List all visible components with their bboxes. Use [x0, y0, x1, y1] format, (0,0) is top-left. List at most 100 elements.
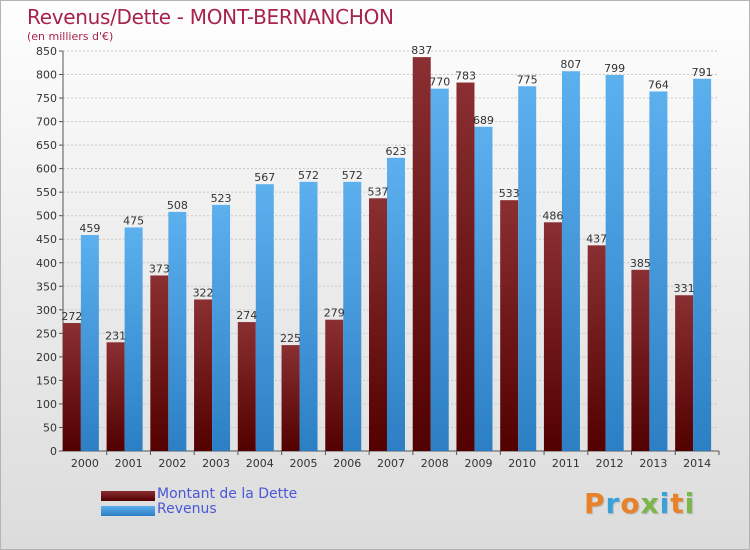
y-tick-label: 600: [36, 163, 57, 176]
bar-dette: [587, 245, 606, 451]
proxiti-logo: Proxiti: [584, 487, 695, 520]
bar-dette: [325, 319, 344, 451]
bar-revenus: [124, 227, 143, 451]
bar-dette: [412, 57, 431, 451]
legend-label-revenus: Revenus: [157, 501, 217, 517]
x-tick-label: 2000: [71, 457, 99, 470]
data-label-revenus: 689: [473, 114, 494, 127]
data-label-dette: 279: [324, 307, 345, 320]
bar-revenus: [561, 71, 580, 451]
bar-revenus: [212, 204, 231, 451]
y-tick-label: 0: [50, 445, 57, 458]
bar-dette: [369, 198, 387, 451]
bar-revenus: [80, 235, 99, 451]
bar-dette: [106, 342, 125, 451]
chart-title: Revenus/Dette - MONT-BERNANCHON: [27, 5, 394, 29]
logo-letter: o: [620, 487, 641, 520]
data-label-revenus: 623: [386, 145, 407, 158]
logo-letter: P: [584, 487, 606, 520]
data-label-revenus: 791: [692, 66, 713, 79]
x-tick-label: 2009: [464, 457, 492, 470]
bar-dette: [194, 299, 213, 451]
data-label-dette: 274: [236, 309, 257, 322]
data-label-dette: 225: [280, 332, 301, 345]
y-tick-label: 150: [36, 374, 57, 387]
x-tick-label: 2001: [115, 457, 143, 470]
bar-dette: [631, 269, 650, 451]
data-label-revenus: 799: [604, 62, 625, 75]
bar-revenus: [387, 157, 405, 451]
axes: 0 50 100 150 200 250 300 350 400 450 500 550 600 650 7…: [36, 45, 720, 470]
logo-letter: r: [605, 487, 621, 520]
data-label-revenus: 572: [342, 169, 363, 182]
x-tick-label: 2013: [639, 457, 667, 470]
bar-revenus: [649, 91, 668, 452]
x-tick-label: 2003: [202, 457, 230, 470]
data-label-revenus: 475: [123, 214, 144, 227]
x-tick-label: 2006: [333, 457, 361, 470]
y-tick-label: 700: [36, 116, 57, 129]
data-label-dette: 385: [630, 257, 651, 270]
y-tick-label: 450: [36, 233, 57, 246]
bars: [62, 57, 712, 452]
logo-letter: t: [670, 487, 685, 520]
data-label-dette: 322: [193, 286, 214, 299]
data-label-dette: 437: [586, 232, 607, 245]
data-label-dette: 373: [149, 262, 170, 275]
legend-label-dette: Montant de la Dette: [157, 486, 298, 502]
x-tick-label: 2010: [508, 457, 536, 470]
bar-dette: [456, 82, 475, 451]
x-tick-label: 2007: [377, 457, 405, 470]
logo-letter: i: [684, 487, 696, 520]
bar-revenus: [518, 86, 537, 451]
y-tick-label: 850: [36, 45, 57, 58]
data-label-dette: 837: [411, 44, 432, 57]
bar-revenus: [343, 181, 362, 451]
logo-letter: i: [659, 487, 671, 520]
data-label-dette: 272: [61, 310, 82, 323]
data-label-revenus: 523: [211, 192, 232, 205]
y-tick-label: 500: [36, 210, 57, 223]
y-tick-label: 300: [36, 304, 57, 317]
y-tick-label: 50: [43, 421, 57, 434]
data-label-dette: 231: [105, 329, 126, 342]
x-tick-label: 2011: [552, 457, 580, 470]
x-tick-label: 2005: [290, 457, 318, 470]
legend-swatch-dette: [101, 491, 155, 501]
bar-revenus: [605, 75, 624, 451]
x-tick-label: 2012: [596, 457, 624, 470]
x-tick-label: 2014: [683, 457, 711, 470]
y-tick-label: 400: [36, 257, 57, 270]
data-label-dette: 783: [455, 70, 476, 83]
legend-swatch-revenus: [101, 506, 155, 516]
data-label-dette: 331: [674, 282, 695, 295]
bar-dette: [150, 275, 169, 451]
bar-dette: [675, 295, 694, 451]
data-label-revenus: 572: [298, 169, 319, 182]
data-label-revenus: 775: [517, 73, 538, 86]
bar-revenus: [474, 126, 493, 451]
data-label-dette: 486: [542, 209, 563, 222]
y-tick-label: 100: [36, 398, 57, 411]
chart-subtitle: (en milliers d'€): [27, 30, 114, 43]
bar-dette: [237, 322, 256, 451]
bar-dette: [500, 200, 519, 451]
data-label-dette: 533: [499, 187, 520, 200]
y-tick-label: 200: [36, 351, 57, 364]
data-label-revenus: 567: [254, 171, 275, 184]
x-tick-label: 2008: [421, 457, 449, 470]
data-label-dette: 537: [368, 185, 389, 198]
data-label-revenus: 459: [79, 222, 100, 235]
y-tick-label: 350: [36, 280, 57, 293]
x-tick-label: 2002: [158, 457, 186, 470]
y-tick-label: 650: [36, 139, 57, 152]
bar-dette: [62, 323, 81, 451]
bar-dette: [281, 345, 300, 451]
data-labels: 272 459 231 475 373 508 322 523 274 567 225 572 279 5…: [61, 44, 712, 345]
logo-letter: x: [640, 487, 660, 520]
bar-dette: [543, 222, 562, 451]
y-tick-label: 250: [36, 327, 57, 340]
bar-revenus: [168, 211, 187, 451]
